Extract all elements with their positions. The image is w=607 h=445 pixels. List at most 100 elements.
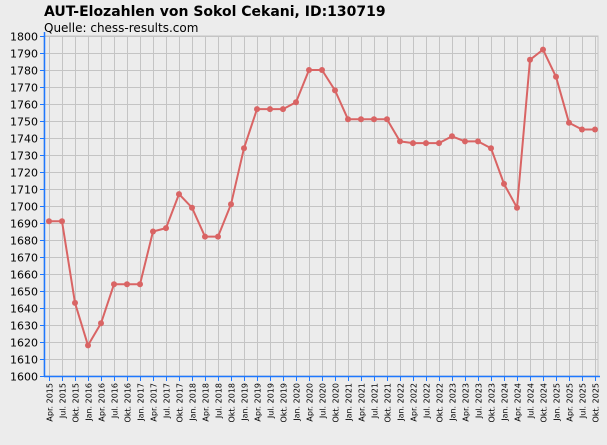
data-point xyxy=(46,218,52,225)
x-tick-label: Jan. 2017 xyxy=(137,383,146,422)
x-tick-label: Jan. 2019 xyxy=(241,383,250,422)
data-point xyxy=(371,116,377,123)
x-tick-label: Okt. 2019 xyxy=(280,383,289,423)
data-point xyxy=(319,67,325,73)
data-point xyxy=(111,281,117,288)
data-point xyxy=(436,140,442,147)
y-tick-label: 1700 xyxy=(10,201,38,214)
y-tick-label: 1760 xyxy=(10,99,38,112)
data-point xyxy=(176,191,182,198)
x-tick-label: Okt. 2017 xyxy=(176,383,185,423)
data-point xyxy=(423,140,429,147)
x-tick-label: Okt. 2022 xyxy=(436,383,445,423)
y-tick-label: 1780 xyxy=(10,65,38,78)
data-point xyxy=(137,281,143,288)
x-tick-label: Apr. 2023 xyxy=(462,383,471,422)
y-tick-label: 1790 xyxy=(10,48,38,61)
x-tick-label: Jan. 2016 xyxy=(85,383,94,422)
x-tick-label: Jan. 2023 xyxy=(449,383,458,422)
data-point xyxy=(449,133,455,140)
data-point xyxy=(514,204,520,211)
data-point xyxy=(163,225,169,232)
x-tick-label: Okt. 2025 xyxy=(592,383,601,423)
x-tick-label: Jul. 2018 xyxy=(215,383,224,419)
x-tick-label: Okt. 2024 xyxy=(540,383,549,423)
y-tick-label: 1720 xyxy=(10,167,38,180)
x-tick-label: Okt. 2020 xyxy=(332,383,341,423)
x-tick-label: Apr. 2024 xyxy=(514,383,523,422)
data-point xyxy=(189,204,195,211)
x-tick-label: Jul. 2021 xyxy=(371,383,380,419)
x-tick-label: Jul. 2020 xyxy=(319,383,328,419)
data-point xyxy=(384,116,390,123)
x-tick-label: Jan. 2018 xyxy=(189,383,198,422)
data-point xyxy=(397,138,403,145)
data-point xyxy=(85,342,91,349)
y-tick-label: 1710 xyxy=(10,184,38,197)
x-tick-label: Apr. 2020 xyxy=(306,383,315,422)
data-point xyxy=(215,233,221,240)
data-point xyxy=(540,46,546,53)
x-tick-label: Jan. 2024 xyxy=(501,383,510,422)
y-tick-label: 1640 xyxy=(10,303,38,316)
data-point xyxy=(488,145,494,152)
data-point xyxy=(358,116,364,123)
data-point xyxy=(306,67,312,73)
x-tick-label: Jul. 2015 xyxy=(59,383,68,419)
y-tick-label: 1670 xyxy=(10,252,38,265)
x-tick-label: Okt. 2016 xyxy=(124,383,133,423)
x-tick-label: Apr. 2019 xyxy=(254,383,263,422)
x-tick-label: Jul. 2017 xyxy=(163,383,172,419)
x-tick-label: Okt. 2015 xyxy=(72,383,81,423)
x-tick-label: Jul. 2023 xyxy=(475,383,484,419)
chart-subtitle: Quelle: chess-results.com xyxy=(44,21,198,35)
data-point xyxy=(150,228,156,235)
x-tick-label: Apr. 2022 xyxy=(410,383,419,422)
data-point xyxy=(98,320,104,327)
axes xyxy=(40,32,600,381)
x-tick-label: Apr. 2025 xyxy=(566,383,575,422)
y-tick-label: 1600 xyxy=(10,371,38,384)
x-tick-label: Jul. 2022 xyxy=(423,383,432,419)
x-tick-label: Apr. 2021 xyxy=(358,383,367,422)
data-point xyxy=(332,87,338,94)
data-point xyxy=(579,126,585,133)
series xyxy=(46,46,598,349)
data-point xyxy=(124,281,130,288)
x-tick-label: Jan. 2021 xyxy=(345,383,354,422)
x-tick-label: Jul. 2025 xyxy=(579,383,588,419)
data-point xyxy=(59,218,65,225)
y-tick-label: 1800 xyxy=(10,31,38,44)
data-point xyxy=(280,106,286,113)
grid xyxy=(43,35,599,377)
data-point xyxy=(462,138,468,145)
data-point xyxy=(72,299,78,306)
data-point xyxy=(527,56,533,63)
data-point xyxy=(475,138,481,145)
y-tick-label: 1750 xyxy=(10,116,38,129)
y-tick-label: 1680 xyxy=(10,235,38,248)
y-tick-label: 1740 xyxy=(10,133,38,146)
data-point xyxy=(254,106,260,113)
x-tick-label: Apr. 2015 xyxy=(46,383,55,422)
x-tick-label: Okt. 2023 xyxy=(488,383,497,423)
data-point xyxy=(410,140,416,147)
x-tick-label: Jan. 2020 xyxy=(293,383,302,422)
y-tick-label: 1610 xyxy=(10,354,38,367)
data-point xyxy=(553,73,559,80)
data-point xyxy=(345,116,351,123)
x-tick-label: Apr. 2016 xyxy=(98,383,107,422)
x-tick-label: Jan. 2022 xyxy=(397,383,406,422)
y-tick-label: 1770 xyxy=(10,82,38,95)
data-point xyxy=(293,99,299,106)
x-axis-ticks: Apr. 2015 Jul. 2015 Okt. 2015 Jan. 2016 Apr.… xyxy=(46,383,601,423)
y-tick-label: 1630 xyxy=(10,320,38,333)
x-tick-label: Okt. 2021 xyxy=(384,383,393,423)
x-tick-label: Okt. 2018 xyxy=(228,383,237,423)
x-tick-label: Apr. 2017 xyxy=(150,383,159,422)
data-point xyxy=(566,119,572,126)
data-point xyxy=(202,233,208,240)
chart-title: AUT-Elozahlen von Sokol Cekani, ID:13071… xyxy=(44,4,386,20)
data-point xyxy=(592,126,598,133)
